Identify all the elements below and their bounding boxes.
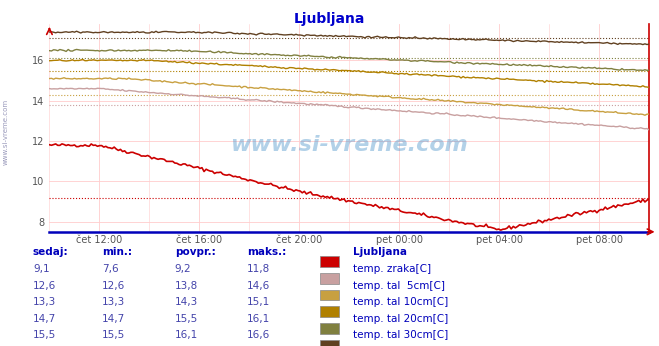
- Bar: [320, 323, 339, 334]
- Text: 14,7: 14,7: [33, 314, 56, 324]
- Text: Ljubljana: Ljubljana: [294, 12, 365, 26]
- Bar: [320, 306, 339, 317]
- Text: 13,3: 13,3: [102, 297, 125, 307]
- Text: maks.:: maks.:: [247, 247, 287, 257]
- Text: 15,1: 15,1: [247, 297, 270, 307]
- Text: 14,6: 14,6: [247, 281, 270, 291]
- Text: 14,7: 14,7: [102, 314, 125, 324]
- Text: 15,5: 15,5: [33, 330, 56, 340]
- Bar: [320, 256, 339, 267]
- Text: 15,5: 15,5: [102, 330, 125, 340]
- Bar: [320, 290, 339, 300]
- Text: temp. tal  5cm[C]: temp. tal 5cm[C]: [353, 281, 445, 291]
- Text: www.si-vreme.com: www.si-vreme.com: [2, 98, 9, 165]
- Text: 13,3: 13,3: [33, 297, 56, 307]
- Text: 16,1: 16,1: [175, 330, 198, 340]
- Text: temp. tal 10cm[C]: temp. tal 10cm[C]: [353, 297, 448, 307]
- Text: min.:: min.:: [102, 247, 132, 257]
- Text: 12,6: 12,6: [102, 281, 125, 291]
- Text: temp. tal 30cm[C]: temp. tal 30cm[C]: [353, 330, 448, 340]
- Text: 7,6: 7,6: [102, 264, 119, 274]
- Text: 9,2: 9,2: [175, 264, 191, 274]
- Text: temp. tal 20cm[C]: temp. tal 20cm[C]: [353, 314, 448, 324]
- Text: 14,3: 14,3: [175, 297, 198, 307]
- Text: povpr.:: povpr.:: [175, 247, 215, 257]
- Text: 16,6: 16,6: [247, 330, 270, 340]
- Text: Ljubljana: Ljubljana: [353, 247, 407, 257]
- Text: www.si-vreme.com: www.si-vreme.com: [231, 135, 468, 155]
- Text: 16,1: 16,1: [247, 314, 270, 324]
- Text: 11,8: 11,8: [247, 264, 270, 274]
- Text: 13,8: 13,8: [175, 281, 198, 291]
- Bar: [320, 273, 339, 284]
- Text: 12,6: 12,6: [33, 281, 56, 291]
- Bar: [320, 339, 339, 346]
- Text: 9,1: 9,1: [33, 264, 49, 274]
- Text: sedaj:: sedaj:: [33, 247, 69, 257]
- Text: temp. zraka[C]: temp. zraka[C]: [353, 264, 431, 274]
- Text: 15,5: 15,5: [175, 314, 198, 324]
